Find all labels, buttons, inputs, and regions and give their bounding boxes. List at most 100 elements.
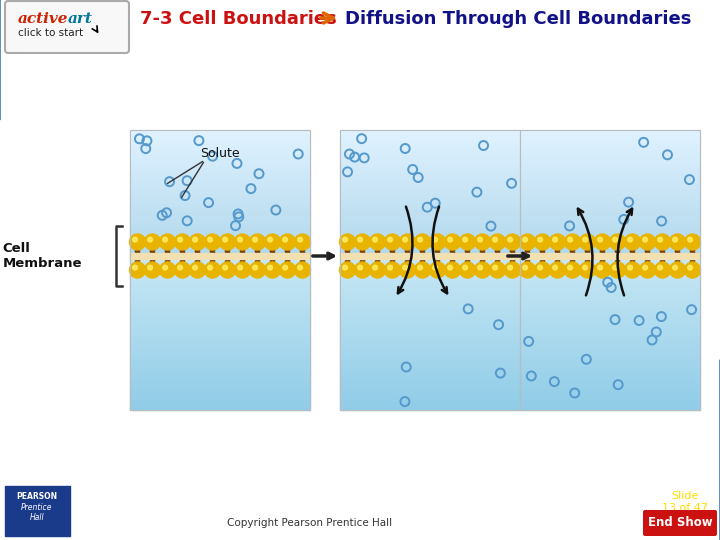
Bar <box>130 140 310 141</box>
Bar <box>520 203 700 204</box>
Circle shape <box>639 234 655 250</box>
Bar <box>340 359 520 360</box>
Bar <box>340 169 520 170</box>
Bar <box>520 171 700 172</box>
Bar <box>340 203 520 204</box>
Bar <box>520 296 700 297</box>
Bar <box>130 212 310 213</box>
Bar <box>130 375 310 376</box>
Bar <box>130 227 310 228</box>
Bar <box>340 244 520 245</box>
Circle shape <box>624 234 641 250</box>
Bar <box>520 225 700 226</box>
Bar <box>130 343 310 344</box>
Bar <box>130 220 310 221</box>
Bar <box>340 180 520 181</box>
Bar <box>130 168 310 169</box>
Bar <box>130 158 310 159</box>
Bar <box>340 158 520 159</box>
Bar <box>520 149 700 150</box>
Bar <box>130 357 310 358</box>
Bar <box>520 312 700 313</box>
Bar <box>340 167 520 168</box>
Bar <box>340 357 520 358</box>
Bar <box>340 153 520 154</box>
Bar <box>520 347 700 348</box>
Bar <box>520 305 700 306</box>
Bar <box>520 295 700 296</box>
Bar <box>520 144 700 145</box>
Bar <box>130 248 310 249</box>
Bar <box>340 217 520 218</box>
Bar <box>130 307 310 308</box>
Bar <box>520 338 700 339</box>
Bar <box>340 226 520 227</box>
Bar <box>130 206 310 207</box>
Bar <box>340 349 520 350</box>
Bar <box>130 376 310 377</box>
Bar <box>340 247 520 248</box>
Circle shape <box>628 265 632 270</box>
Bar <box>340 178 520 179</box>
Bar <box>130 277 310 278</box>
Bar <box>130 379 310 380</box>
Bar <box>520 197 700 198</box>
Bar <box>520 290 700 291</box>
Bar <box>130 264 310 265</box>
Bar <box>130 147 310 148</box>
Bar <box>340 400 520 401</box>
Bar <box>340 206 520 207</box>
Bar <box>520 351 700 352</box>
Bar <box>130 381 310 382</box>
Bar <box>340 233 520 234</box>
Bar <box>130 286 310 287</box>
Circle shape <box>343 265 348 270</box>
Bar <box>520 406 700 407</box>
Bar <box>340 291 520 292</box>
Bar <box>520 337 700 338</box>
Bar <box>130 305 310 306</box>
Bar <box>340 302 520 303</box>
Circle shape <box>358 265 362 270</box>
Bar <box>520 218 700 219</box>
Bar <box>340 194 520 195</box>
Bar <box>130 337 310 338</box>
Bar <box>130 274 310 275</box>
Bar <box>130 156 310 157</box>
Circle shape <box>654 234 670 250</box>
Bar <box>340 253 520 259</box>
Bar <box>520 237 700 238</box>
Bar <box>340 223 520 224</box>
Bar <box>520 336 700 337</box>
Bar <box>520 318 700 319</box>
Bar <box>130 395 310 396</box>
Bar <box>130 291 310 292</box>
Bar <box>130 192 310 193</box>
Bar <box>130 364 310 365</box>
Bar <box>340 279 520 280</box>
Text: Hall: Hall <box>30 513 45 522</box>
Circle shape <box>235 234 251 250</box>
Bar <box>130 353 310 354</box>
Bar <box>520 302 700 303</box>
Circle shape <box>444 234 461 250</box>
Circle shape <box>264 262 281 278</box>
Bar <box>130 218 310 219</box>
Bar <box>130 398 310 399</box>
Bar <box>340 212 520 213</box>
Bar <box>340 182 520 183</box>
Bar <box>520 258 700 259</box>
Bar <box>340 320 520 321</box>
Bar <box>130 400 310 401</box>
Bar <box>520 397 700 398</box>
Bar <box>340 369 520 370</box>
Bar <box>520 325 700 326</box>
Circle shape <box>283 237 287 242</box>
Bar <box>340 218 520 219</box>
Bar <box>130 254 310 255</box>
Bar <box>130 131 310 132</box>
Bar <box>340 159 520 160</box>
Bar <box>520 335 700 336</box>
Bar <box>340 287 520 288</box>
Bar <box>130 404 310 405</box>
